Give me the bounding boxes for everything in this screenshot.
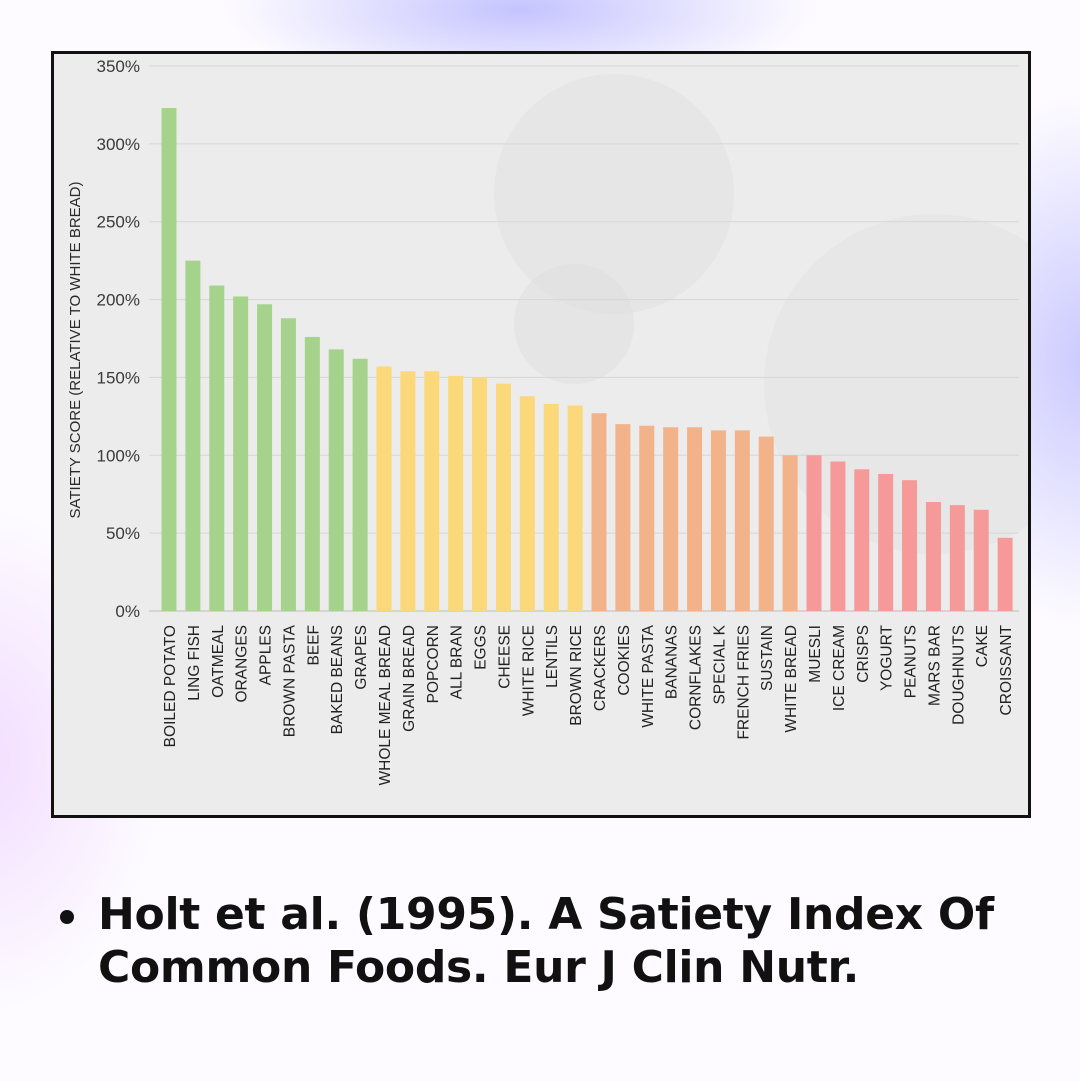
y-tick-label: 0%: [115, 602, 140, 621]
bar: [567, 405, 583, 611]
y-tick-label: 150%: [97, 368, 140, 387]
x-category-label: BANANAS: [664, 625, 681, 699]
x-category-label: DOUGHNUTS: [950, 625, 967, 725]
bar: [472, 377, 488, 611]
y-axis-title: SATIETY SCORE (RELATIVE TO WHITE BREAD): [67, 181, 84, 518]
x-category-label: ORANGES: [234, 625, 251, 703]
x-category-label: EGGS: [473, 625, 490, 670]
x-category-label: MARS BAR: [926, 625, 943, 706]
bar: [352, 358, 368, 611]
y-tick-label: 100%: [97, 446, 140, 465]
x-category-label: SPECIAL K: [711, 624, 728, 704]
y-tick-label: 350%: [97, 57, 140, 76]
bar: [687, 427, 703, 611]
bar: [519, 396, 535, 611]
x-category-label: YOGURT: [879, 624, 896, 691]
bar: [639, 425, 655, 611]
x-category-label: BROWN PASTA: [281, 624, 298, 737]
x-category-label: WHOLE MEAL BREAD: [377, 625, 394, 786]
x-category-label: COOKIES: [616, 625, 633, 696]
y-tick-label: 200%: [97, 291, 140, 310]
bar: [304, 336, 320, 611]
y-tick-label: 250%: [97, 213, 140, 232]
bar: [925, 502, 941, 611]
bar: [185, 260, 201, 611]
y-tick-label: 50%: [106, 524, 140, 543]
bar: [280, 318, 296, 611]
bar: [400, 371, 416, 611]
x-category-label: LENTILS: [544, 625, 561, 688]
bar: [973, 509, 989, 611]
bar: [758, 436, 774, 611]
chart-frame: 0% 50% 100% 150% 200% 250% 300% 350% BOILED POT…: [51, 51, 1031, 818]
x-category-label: ICE CREAM: [831, 625, 848, 711]
x-category-label: GRAIN BREAD: [401, 625, 418, 732]
x-category-label: BROWN RICE: [568, 625, 585, 726]
bar: [543, 403, 559, 611]
x-category-label: WHITE BREAD: [783, 625, 800, 733]
x-category-label: BEEF: [305, 625, 322, 665]
x-category-label: BAKED BEANS: [329, 625, 346, 734]
x-category-label: CHEESE: [496, 625, 513, 689]
bar: [161, 108, 177, 612]
bar: [591, 413, 607, 611]
bar: [257, 304, 273, 611]
x-category-label: WHITE RICE: [520, 625, 537, 716]
x-category-label: CRISPS: [855, 625, 872, 683]
x-category-label: ALL BRAN: [449, 625, 466, 699]
bar: [806, 455, 822, 611]
x-category-label: WHITE PASTA: [640, 624, 657, 727]
bar: [854, 469, 870, 611]
bar: [233, 296, 249, 611]
bar: [663, 427, 679, 611]
bar: [830, 461, 846, 611]
bar: [424, 371, 440, 611]
bar: [209, 285, 225, 611]
bar: [997, 537, 1013, 611]
citation-text: Holt et al. (1995). A Satiety Index Of C…: [98, 889, 994, 993]
x-category-label: CROISSANT: [998, 624, 1015, 715]
x-category-label: APPLES: [258, 625, 275, 685]
bar: [782, 455, 798, 611]
x-category-label: FRENCH FRIES: [735, 625, 752, 740]
bar: [448, 375, 464, 611]
bar: [949, 505, 965, 611]
bar: [878, 473, 894, 611]
x-category-label: CRACKERS: [592, 625, 609, 711]
bar: [710, 430, 726, 611]
x-category-label: PEANUTS: [903, 625, 920, 698]
x-category-label: CAKE: [974, 625, 991, 667]
x-category-label: LING FISH: [186, 625, 203, 701]
citation: Holt et al. (1995). A Satiety Index Of C…: [60, 888, 1050, 994]
bar: [495, 383, 511, 611]
bar: [902, 480, 918, 611]
x-category-label: SUSTAIN: [759, 625, 776, 691]
bar: [328, 349, 344, 611]
bar: [376, 366, 392, 611]
bar: [615, 424, 631, 611]
bar: [734, 430, 750, 611]
x-category-label: GRAPES: [353, 625, 370, 690]
y-tick-label: 300%: [97, 135, 140, 154]
x-category-label: OATMEAL: [210, 625, 227, 698]
bar-chart: 0% 50% 100% 150% 200% 250% 300% 350% BOILED POT…: [67, 57, 1028, 786]
x-category-label: POPCORN: [425, 625, 442, 703]
x-category-label: MUESLI: [807, 625, 824, 683]
x-category-label: CORNFLAKES: [688, 625, 705, 730]
bullet-icon: [60, 910, 74, 924]
x-category-label: BOILED POTATO: [162, 625, 179, 747]
